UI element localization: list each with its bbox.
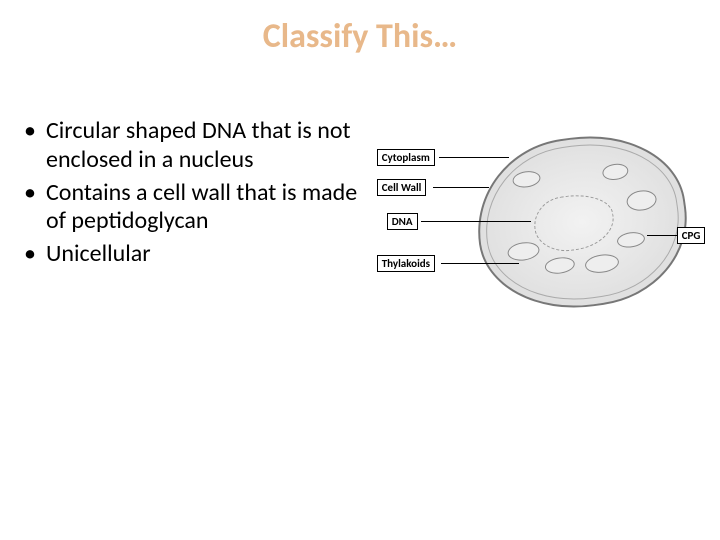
leader-line [421,221,531,222]
list-item: Contains a cell wall that is made of pep… [46,179,373,237]
leader-line [433,187,489,188]
label-thylakoids: Thylakoids [377,255,435,272]
list-item: Unicellular [46,240,373,269]
cell-diagram: Cytoplasm Cell Wall DNA Thylakoids CPG [377,127,700,347]
label-dna: DNA [387,213,418,230]
label-cellwall: Cell Wall [377,179,427,196]
leader-line [647,235,677,236]
cell-outline [466,123,698,321]
label-cpg: CPG [677,227,706,244]
leader-line [441,263,519,264]
label-cytoplasm: Cytoplasm [377,149,435,166]
slide-content: Circular shaped DNA that is not enclosed… [0,117,720,347]
list-item: Circular shaped DNA that is not enclosed… [46,117,373,175]
slide-title: Classify This… [0,0,720,57]
bullet-list: Circular shaped DNA that is not enclosed… [20,117,373,347]
leader-line [439,157,509,158]
